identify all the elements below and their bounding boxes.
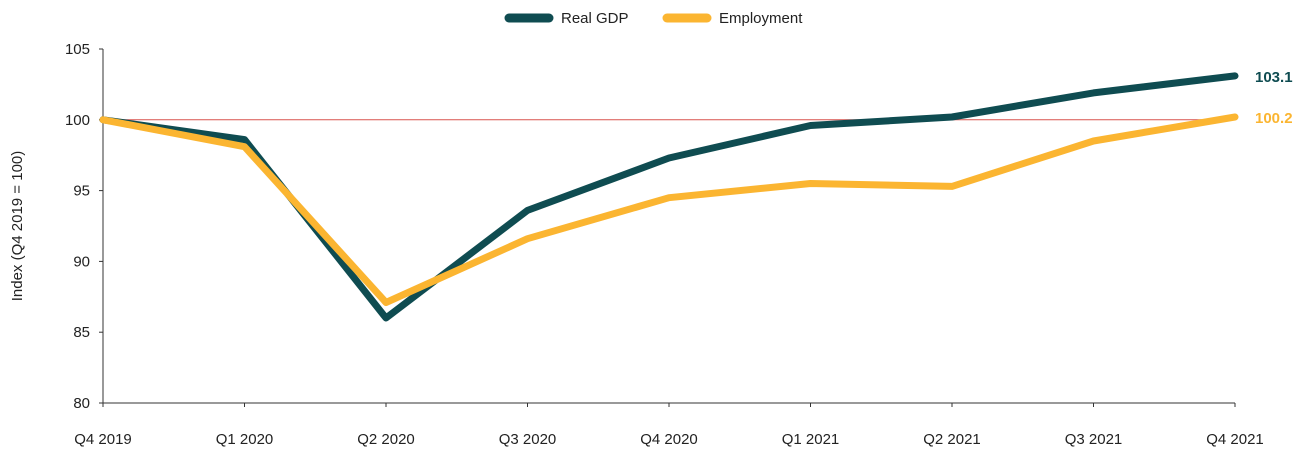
- legend: Real GDP Employment: [504, 10, 803, 27]
- x-tick-label: Q1 2021: [782, 431, 840, 448]
- legend-label: Employment: [719, 10, 803, 27]
- x-tick-label: Q2 2020: [357, 431, 415, 448]
- y-tick-label: 100: [65, 112, 90, 129]
- y-tick-label: 90: [73, 253, 90, 270]
- y-tick-label: 85: [73, 324, 90, 341]
- end-value-label: 100.2: [1255, 110, 1293, 127]
- series-layer: [99, 72, 1239, 322]
- y-tick-label: 95: [73, 183, 90, 200]
- series-line-employment: [99, 113, 1239, 306]
- x-tick-label: Q4 2021: [1206, 431, 1264, 448]
- y-axis: 80 85 90 95 100 105: [65, 41, 104, 412]
- x-tick-label: Q4 2020: [640, 431, 698, 448]
- y-tick-label: 80: [73, 395, 90, 412]
- end-labels: 103.1 100.2: [1255, 69, 1293, 127]
- legend-label: Real GDP: [561, 10, 629, 27]
- x-tick-label: Q3 2021: [1065, 431, 1123, 448]
- end-value-label: 103.1: [1255, 69, 1293, 86]
- x-axis: Q4 2019 Q1 2020 Q2 2020 Q3 2020 Q4 2020 Q1 20…: [74, 402, 1264, 448]
- legend-item: Real GDP: [504, 10, 629, 27]
- y-tick-label: 105: [65, 41, 90, 58]
- x-tick-label: Q3 2020: [499, 431, 557, 448]
- x-tick-label: Q4 2019: [74, 431, 132, 448]
- y-axis-label: Index (Q4 2019 = 100): [9, 151, 26, 302]
- x-tick-label: Q1 2020: [216, 431, 274, 448]
- x-tick-label: Q2 2021: [923, 431, 981, 448]
- legend-item: Employment: [662, 10, 803, 27]
